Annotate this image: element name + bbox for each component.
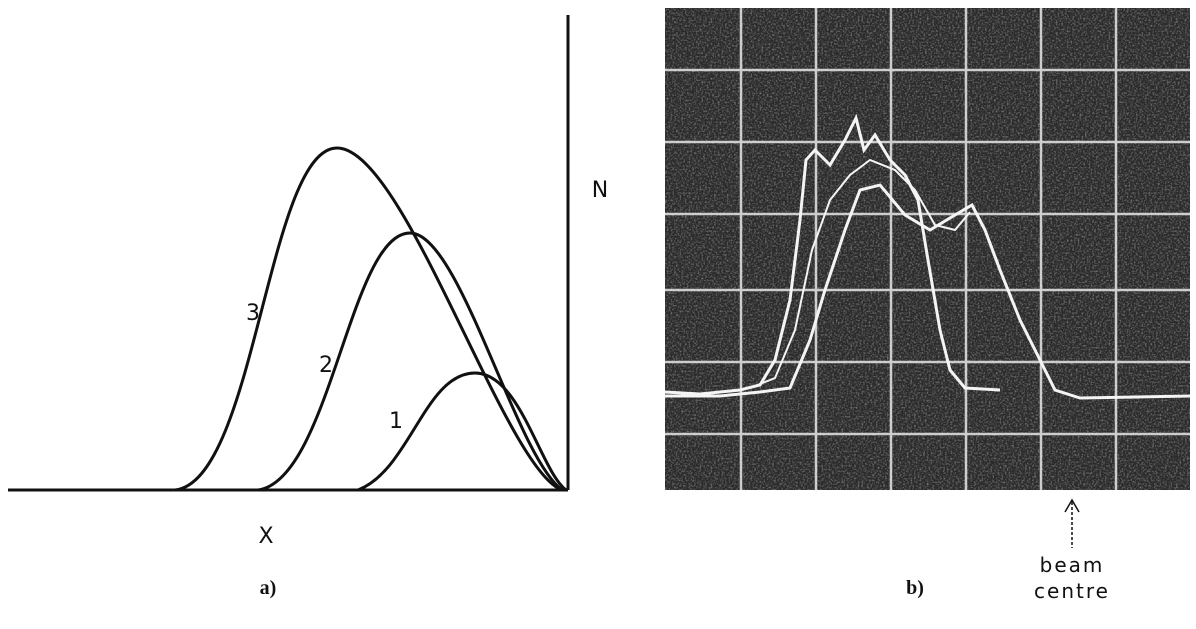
curve-label: 3 (246, 301, 260, 326)
caption: a) (260, 577, 277, 599)
panel-a (8, 15, 570, 492)
annotation: centre (1034, 579, 1110, 603)
curve-label: 1 (389, 409, 403, 434)
caption: b) (906, 577, 924, 599)
curve-label: 2 (319, 353, 333, 378)
traces (664, 113, 1191, 400)
arrow (1064, 498, 1080, 548)
trace (749, 158, 971, 389)
curve-2 (257, 231, 563, 492)
trace (664, 113, 1001, 396)
y-axis-label: N (592, 178, 608, 203)
curve-1 (357, 371, 567, 492)
curve-3 (174, 146, 563, 492)
annotation: beam (1040, 553, 1105, 577)
x-axis-label: X (258, 524, 273, 549)
trace (665, 183, 1191, 400)
panel-b (664, 8, 1191, 490)
graticule (665, 8, 1190, 490)
